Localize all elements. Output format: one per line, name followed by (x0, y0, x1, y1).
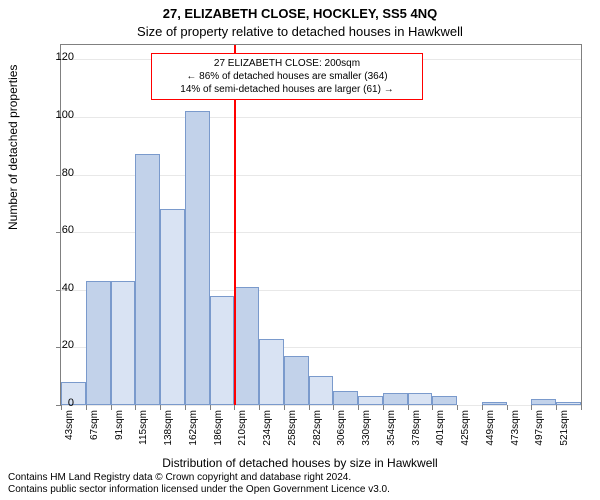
xtick-mark (408, 405, 409, 410)
histogram-bar (531, 399, 556, 405)
ytick-label: 20 (44, 339, 74, 351)
histogram-bar (432, 396, 457, 405)
ytick-label: 80 (44, 167, 74, 179)
histogram-bar (284, 356, 309, 405)
gridline (61, 117, 581, 118)
xtick-mark (135, 405, 136, 410)
info-box: 27 ELIZABETH CLOSE: 200sqm← 86% of detac… (151, 53, 423, 100)
ytick-label: 40 (44, 282, 74, 294)
histogram-bar (482, 402, 507, 405)
histogram-bar (210, 296, 235, 405)
xtick-mark (284, 405, 285, 410)
xtick-label: 497sqm (534, 410, 545, 450)
xtick-mark (111, 405, 112, 410)
footer-attribution: Contains HM Land Registry data © Crown c… (8, 472, 390, 496)
histogram-chart: 27, ELIZABETH CLOSE, HOCKLEY, SS5 4NQ Si… (0, 0, 600, 500)
chart-title-main: 27, ELIZABETH CLOSE, HOCKLEY, SS5 4NQ (0, 6, 600, 21)
plot-area: 27 ELIZABETH CLOSE: 200sqm← 86% of detac… (60, 44, 582, 406)
xtick-mark (309, 405, 310, 410)
xtick-label: 401sqm (435, 410, 446, 450)
xtick-label: 282sqm (312, 410, 323, 450)
xtick-label: 186sqm (213, 410, 224, 450)
ytick-label: 60 (44, 224, 74, 236)
xtick-mark (383, 405, 384, 410)
histogram-bar (86, 281, 111, 405)
histogram-bar (234, 287, 259, 405)
xtick-label: 162sqm (188, 410, 199, 450)
info-line-2: ← 86% of detached houses are smaller (36… (158, 70, 416, 83)
xtick-label: 210sqm (237, 410, 248, 450)
xtick-mark (234, 405, 235, 410)
histogram-bar (408, 393, 433, 405)
info-line-3: 14% of semi-detached houses are larger (… (158, 83, 416, 96)
histogram-bar (309, 376, 334, 405)
xtick-mark (432, 405, 433, 410)
xtick-mark (86, 405, 87, 410)
xtick-label: 258sqm (287, 410, 298, 450)
histogram-bar (333, 391, 358, 405)
xtick-mark (210, 405, 211, 410)
xtick-mark (333, 405, 334, 410)
xtick-mark (358, 405, 359, 410)
xtick-label: 473sqm (510, 410, 521, 450)
xtick-mark (507, 405, 508, 410)
xtick-mark (185, 405, 186, 410)
chart-title-sub: Size of property relative to detached ho… (0, 24, 600, 39)
xtick-mark (482, 405, 483, 410)
xtick-label: 43sqm (64, 410, 75, 450)
xtick-label: 91sqm (114, 410, 125, 450)
xtick-label: 521sqm (559, 410, 570, 450)
xtick-mark (556, 405, 557, 410)
xtick-label: 306sqm (336, 410, 347, 450)
ytick-label: 0 (44, 397, 74, 409)
histogram-bar (383, 393, 408, 405)
xtick-label: 378sqm (411, 410, 422, 450)
xtick-label: 67sqm (89, 410, 100, 450)
histogram-bar (556, 402, 581, 405)
ytick-label: 120 (44, 51, 74, 63)
gridline (61, 405, 581, 406)
histogram-bar (185, 111, 210, 405)
ytick-label: 100 (44, 109, 74, 121)
xtick-label: 354sqm (386, 410, 397, 450)
histogram-bar (358, 396, 383, 405)
xtick-mark (160, 405, 161, 410)
xtick-mark (259, 405, 260, 410)
xtick-mark (581, 405, 582, 410)
histogram-bar (135, 154, 160, 405)
footer-line-2: Contains public sector information licen… (8, 484, 390, 496)
xtick-label: 425sqm (460, 410, 471, 450)
xtick-label: 138sqm (163, 410, 174, 450)
xtick-label: 330sqm (361, 410, 372, 450)
xtick-label: 449sqm (485, 410, 496, 450)
histogram-bar (259, 339, 284, 405)
xtick-mark (531, 405, 532, 410)
info-line-1: 27 ELIZABETH CLOSE: 200sqm (158, 57, 416, 70)
y-axis-label: Number of detached properties (6, 65, 20, 230)
footer-line-1: Contains HM Land Registry data © Crown c… (8, 472, 390, 484)
histogram-bar (111, 281, 136, 405)
xtick-label: 115sqm (138, 410, 149, 450)
x-axis-label: Distribution of detached houses by size … (0, 456, 600, 470)
xtick-mark (457, 405, 458, 410)
xtick-label: 234sqm (262, 410, 273, 450)
histogram-bar (160, 209, 185, 405)
